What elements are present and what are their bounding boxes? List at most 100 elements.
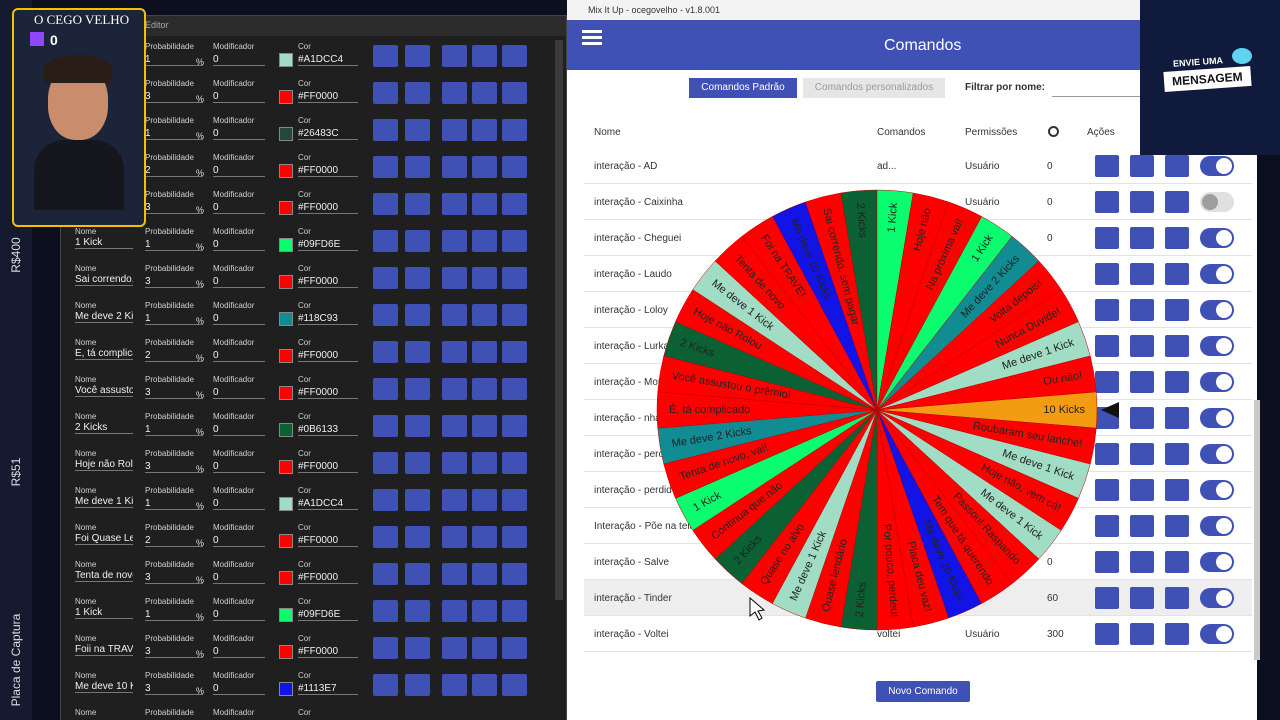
probability-input[interactable]: 1 <box>145 128 203 140</box>
modifier-input[interactable]: 0 <box>213 202 265 214</box>
probability-input[interactable]: 1 <box>145 313 203 325</box>
delete-button[interactable] <box>502 563 527 585</box>
delete-button[interactable] <box>1165 551 1189 573</box>
probability-input[interactable]: 2 <box>145 350 203 362</box>
edit-button[interactable] <box>1130 623 1154 645</box>
modifier-input[interactable]: 0 <box>213 276 265 288</box>
play-button[interactable] <box>373 563 398 585</box>
color-input[interactable]: #FF0000 <box>298 276 358 288</box>
up-button[interactable] <box>442 526 467 548</box>
play-button[interactable] <box>373 230 398 252</box>
down-button[interactable] <box>472 304 497 326</box>
delete-button[interactable] <box>1165 299 1189 321</box>
color-input[interactable]: #FF0000 <box>298 350 358 362</box>
down-button[interactable] <box>472 119 497 141</box>
play-button[interactable] <box>373 526 398 548</box>
play-button[interactable] <box>1095 551 1119 573</box>
toggle[interactable] <box>1200 624 1234 644</box>
delete-button[interactable] <box>502 415 527 437</box>
edit-button[interactable] <box>405 230 430 252</box>
up-button[interactable] <box>442 452 467 474</box>
edit-button[interactable] <box>1130 191 1154 213</box>
new-command-button[interactable]: Novo Comando <box>876 681 970 702</box>
up-button[interactable] <box>442 267 467 289</box>
color-input[interactable]: #FF0000 <box>298 535 358 547</box>
name-input[interactable]: Me deve 1 Kic <box>75 496 133 508</box>
modifier-input[interactable]: 0 <box>213 461 265 473</box>
probability-input[interactable]: 3 <box>145 91 203 103</box>
name-input[interactable]: Você assustou <box>75 385 133 397</box>
name-input[interactable]: Sai correndo, <box>75 274 133 286</box>
edit-button[interactable] <box>1130 371 1154 393</box>
up-button[interactable] <box>442 489 467 511</box>
play-button[interactable] <box>1095 623 1119 645</box>
play-button[interactable] <box>1095 371 1119 393</box>
delete-button[interactable] <box>502 230 527 252</box>
toggle[interactable] <box>1200 300 1234 320</box>
toggle[interactable] <box>1200 552 1234 572</box>
edit-button[interactable] <box>405 674 430 696</box>
up-button[interactable] <box>442 82 467 104</box>
play-button[interactable] <box>373 489 398 511</box>
name-input[interactable]: Hoje não Rolo <box>75 459 133 471</box>
probability-input[interactable]: 3 <box>145 572 203 584</box>
delete-button[interactable] <box>502 489 527 511</box>
play-button[interactable] <box>1095 263 1119 285</box>
tab[interactable]: Comandos Padrão <box>689 78 797 98</box>
up-button[interactable] <box>442 304 467 326</box>
play-button[interactable] <box>1095 479 1119 501</box>
modifier-input[interactable]: 0 <box>213 350 265 362</box>
edit-button[interactable] <box>1130 155 1154 177</box>
name-input[interactable]: É, tá complica <box>75 348 133 360</box>
edit-button[interactable] <box>405 82 430 104</box>
delete-button[interactable] <box>1165 407 1189 429</box>
down-button[interactable] <box>472 82 497 104</box>
toggle[interactable] <box>1200 516 1234 536</box>
play-button[interactable] <box>373 637 398 659</box>
play-button[interactable] <box>373 45 398 67</box>
modifier-input[interactable]: 0 <box>213 572 265 584</box>
toggle[interactable] <box>1200 228 1234 248</box>
delete-button[interactable] <box>1165 371 1189 393</box>
delete-button[interactable] <box>1165 227 1189 249</box>
delete-button[interactable] <box>1165 515 1189 537</box>
toggle[interactable] <box>1200 156 1234 176</box>
play-button[interactable] <box>373 674 398 696</box>
up-button[interactable] <box>442 378 467 400</box>
down-button[interactable] <box>472 378 497 400</box>
edit-button[interactable] <box>405 341 430 363</box>
play-button[interactable] <box>373 304 398 326</box>
color-input[interactable]: #FF0000 <box>298 165 358 177</box>
up-button[interactable] <box>442 415 467 437</box>
down-button[interactable] <box>472 563 497 585</box>
filter-input[interactable] <box>1052 96 1142 97</box>
modifier-input[interactable]: 0 <box>213 165 265 177</box>
probability-input[interactable]: 1 <box>145 239 203 251</box>
probability-input[interactable]: 3 <box>145 461 203 473</box>
name-input[interactable]: Me deve 10 K <box>75 681 133 693</box>
modifier-input[interactable]: 0 <box>213 239 265 251</box>
delete-button[interactable] <box>502 193 527 215</box>
up-button[interactable] <box>442 156 467 178</box>
down-button[interactable] <box>472 341 497 363</box>
up-button[interactable] <box>442 230 467 252</box>
modifier-input[interactable]: 0 <box>213 609 265 621</box>
delete-button[interactable] <box>502 304 527 326</box>
color-input[interactable]: #09FD6E <box>298 609 358 621</box>
edit-button[interactable] <box>1130 443 1154 465</box>
modifier-input[interactable]: 0 <box>213 54 265 66</box>
play-button[interactable] <box>1095 191 1119 213</box>
color-input[interactable]: #118C93 <box>298 313 358 325</box>
play-button[interactable] <box>373 415 398 437</box>
modifier-input[interactable]: 0 <box>213 91 265 103</box>
toggle[interactable] <box>1200 336 1234 356</box>
color-input[interactable]: #FF0000 <box>298 461 358 473</box>
delete-button[interactable] <box>1165 443 1189 465</box>
edit-button[interactable] <box>1130 479 1154 501</box>
play-button[interactable] <box>1095 515 1119 537</box>
edit-button[interactable] <box>1130 551 1154 573</box>
color-input[interactable]: #A1DCC4 <box>298 54 358 66</box>
play-button[interactable] <box>1095 299 1119 321</box>
edit-button[interactable] <box>405 637 430 659</box>
delete-button[interactable] <box>1165 155 1189 177</box>
